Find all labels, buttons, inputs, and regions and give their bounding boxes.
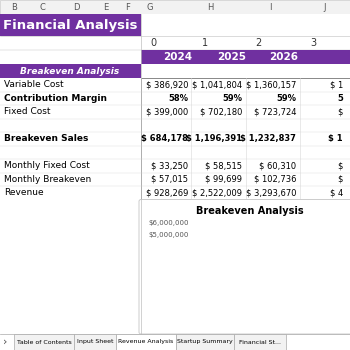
Text: Breakeven Sales: Breakeven Sales [4, 134, 88, 143]
Text: $ 58,515: $ 58,515 [205, 161, 242, 170]
Text: $: $ [338, 161, 343, 170]
Text: $ 684,178: $ 684,178 [141, 134, 188, 143]
Text: Input Sheet: Input Sheet [77, 340, 113, 344]
Text: $ 57,015: $ 57,015 [151, 175, 188, 184]
Text: $ 723,724: $ 723,724 [253, 107, 296, 116]
Text: Breakeven Analysis: Breakeven Analysis [196, 206, 304, 217]
Text: $ 1: $ 1 [328, 134, 343, 143]
FancyBboxPatch shape [141, 14, 350, 36]
FancyBboxPatch shape [14, 334, 74, 350]
FancyBboxPatch shape [74, 334, 116, 350]
FancyBboxPatch shape [0, 0, 350, 14]
FancyBboxPatch shape [0, 64, 141, 78]
Text: Financial Analysis: Financial Analysis [3, 19, 137, 32]
Text: G: G [147, 2, 153, 12]
Text: Breakeven Analysis: Breakeven Analysis [20, 66, 120, 76]
Text: 1: 1 [202, 38, 208, 48]
FancyBboxPatch shape [234, 334, 286, 350]
FancyBboxPatch shape [141, 50, 350, 64]
Text: 59%: 59% [222, 94, 242, 103]
Text: H: H [207, 2, 213, 12]
Text: Fixed Cost: Fixed Cost [4, 107, 50, 116]
Text: $ 1,232,837: $ 1,232,837 [240, 134, 296, 143]
Text: E: E [103, 2, 108, 12]
Text: $ 1,041,804: $ 1,041,804 [192, 80, 242, 89]
Text: 2025: 2025 [217, 52, 246, 62]
Text: C: C [39, 2, 45, 12]
Text: 0: 0 [150, 38, 156, 48]
Text: $ 2,522,009: $ 2,522,009 [192, 188, 242, 197]
Text: Contribution Margin: Contribution Margin [4, 94, 107, 103]
Text: $ 386,920: $ 386,920 [146, 80, 188, 89]
FancyBboxPatch shape [176, 334, 234, 350]
Text: B: B [11, 2, 17, 12]
Text: $ 399,000: $ 399,000 [146, 107, 188, 116]
Text: $ 60,310: $ 60,310 [259, 161, 296, 170]
Text: Financial St...: Financial St... [239, 340, 281, 344]
Text: Revenue: Revenue [4, 188, 44, 197]
Text: $ 1,196,391: $ 1,196,391 [186, 134, 242, 143]
Text: Startup Summary: Startup Summary [177, 340, 233, 344]
Text: I: I [269, 2, 271, 12]
FancyBboxPatch shape [0, 78, 141, 334]
Text: Revenue Analysis: Revenue Analysis [118, 340, 174, 344]
Text: $ 4: $ 4 [330, 188, 343, 197]
Text: Monthly Breakeven: Monthly Breakeven [4, 175, 91, 184]
Text: Monthly Fixed Cost: Monthly Fixed Cost [4, 161, 90, 170]
Text: $ 928,269: $ 928,269 [146, 188, 188, 197]
Text: Table of Contents: Table of Contents [17, 340, 71, 344]
Text: 2026: 2026 [270, 52, 299, 62]
Text: F: F [126, 2, 131, 12]
Text: 2: 2 [255, 38, 261, 48]
Text: $5,000,000: $5,000,000 [148, 231, 188, 238]
Text: Variable Cost: Variable Cost [4, 80, 64, 89]
Text: 2024: 2024 [163, 52, 193, 62]
Text: ›: › [3, 337, 7, 347]
Text: $: $ [338, 175, 343, 184]
Text: D: D [73, 2, 79, 12]
Text: 58%: 58% [168, 94, 188, 103]
Text: $ 1,360,157: $ 1,360,157 [246, 80, 296, 89]
Text: J: J [324, 2, 326, 12]
Text: $ 102,736: $ 102,736 [253, 175, 296, 184]
Text: 5: 5 [337, 94, 343, 103]
Text: $ 3,293,670: $ 3,293,670 [245, 188, 296, 197]
Text: $: $ [338, 107, 343, 116]
FancyBboxPatch shape [116, 334, 176, 350]
FancyBboxPatch shape [141, 78, 350, 200]
FancyBboxPatch shape [141, 64, 350, 78]
Text: $ 702,180: $ 702,180 [199, 107, 242, 116]
Text: $ 33,250: $ 33,250 [151, 161, 188, 170]
FancyBboxPatch shape [0, 14, 141, 36]
Text: $ 1: $ 1 [330, 80, 343, 89]
Text: 3: 3 [310, 38, 316, 48]
Text: 59%: 59% [276, 94, 296, 103]
Text: $ 99,699: $ 99,699 [205, 175, 242, 184]
Text: $6,000,000: $6,000,000 [148, 220, 189, 226]
FancyBboxPatch shape [139, 199, 350, 334]
